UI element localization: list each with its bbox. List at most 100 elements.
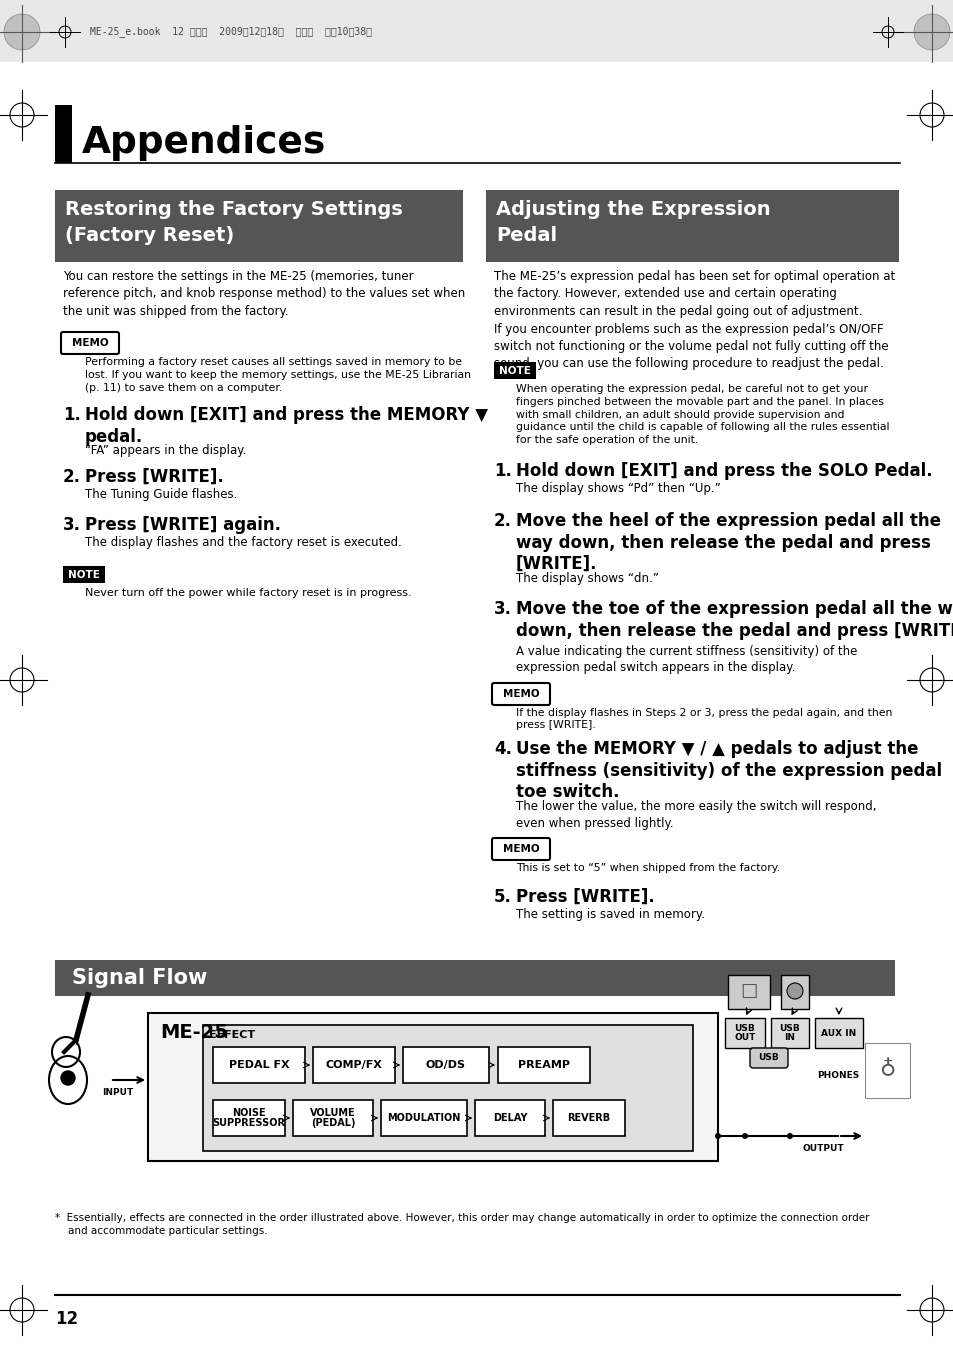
- Circle shape: [913, 14, 949, 50]
- Bar: [864, 1044, 909, 1098]
- Bar: [475, 1100, 544, 1135]
- FancyBboxPatch shape: [492, 683, 550, 705]
- Text: “FA” appears in the display.: “FA” appears in the display.: [85, 444, 246, 458]
- Text: MEMO: MEMO: [71, 338, 109, 348]
- Text: MODULATION: MODULATION: [387, 1112, 460, 1123]
- Text: ♁: ♁: [878, 1060, 894, 1080]
- Text: The display flashes and the factory reset is executed.: The display flashes and the factory rese…: [85, 536, 401, 549]
- Text: Appendices: Appendices: [82, 126, 326, 161]
- Bar: [553, 1100, 624, 1135]
- Bar: [814, 1018, 862, 1048]
- FancyBboxPatch shape: [749, 1048, 787, 1068]
- Text: OUTPUT: OUTPUT: [801, 1143, 842, 1153]
- Text: NOTE: NOTE: [498, 366, 531, 375]
- Circle shape: [4, 14, 40, 50]
- Bar: [213, 1100, 285, 1135]
- Text: Adjusting the Expression: Adjusting the Expression: [496, 200, 770, 219]
- Bar: [55, 105, 71, 163]
- Text: MEMO: MEMO: [502, 688, 538, 699]
- Text: The lower the value, the more easily the switch will respond,
even when pressed : The lower the value, the more easily the…: [516, 801, 876, 829]
- Bar: [497, 1048, 589, 1083]
- Text: Move the heel of the expression pedal all the
way down, then release the pedal a: Move the heel of the expression pedal al…: [516, 512, 940, 572]
- Text: NOISE
SUPPRESSOR: NOISE SUPPRESSOR: [213, 1107, 285, 1129]
- Text: NOTE: NOTE: [68, 570, 100, 579]
- Text: COMP/FX: COMP/FX: [325, 1060, 382, 1071]
- Text: The display shows “Pd” then “Up.”: The display shows “Pd” then “Up.”: [516, 482, 720, 495]
- Circle shape: [741, 1133, 747, 1139]
- Text: You can restore the settings in the ME-25 (memories, tuner
reference pitch, and : You can restore the settings in the ME-2…: [63, 270, 465, 319]
- Text: The setting is saved in memory.: The setting is saved in memory.: [516, 909, 704, 921]
- Text: PREAMP: PREAMP: [517, 1060, 569, 1071]
- Text: Restoring the Factory Settings: Restoring the Factory Settings: [65, 200, 402, 219]
- Text: 5.: 5.: [494, 888, 512, 906]
- Text: The Tuning Guide flashes.: The Tuning Guide flashes.: [85, 487, 237, 501]
- Circle shape: [61, 1071, 75, 1085]
- Text: VOLUME
(PEDAL): VOLUME (PEDAL): [310, 1107, 355, 1129]
- Text: Use the MEMORY ▼ / ▲ pedals to adjust the
stiffness (sensitivity) of the express: Use the MEMORY ▼ / ▲ pedals to adjust th…: [516, 740, 942, 801]
- Text: Move the toe of the expression pedal all the way
down, then release the pedal an: Move the toe of the expression pedal all…: [516, 599, 953, 640]
- Text: INPUT: INPUT: [102, 1088, 133, 1098]
- Text: Press [WRITE] again.: Press [WRITE] again.: [85, 516, 281, 535]
- FancyBboxPatch shape: [61, 332, 119, 354]
- Text: This is set to “5” when shipped from the factory.: This is set to “5” when shipped from the…: [516, 863, 780, 873]
- Bar: [727, 975, 769, 1008]
- Text: When operating the expression pedal, be careful not to get your
fingers pinched : When operating the expression pedal, be …: [516, 383, 888, 446]
- Bar: [148, 1012, 718, 1161]
- Text: DELAY: DELAY: [493, 1112, 527, 1123]
- Text: 1.: 1.: [63, 406, 81, 424]
- Text: PEDAL FX: PEDAL FX: [229, 1060, 289, 1071]
- Bar: [213, 1048, 305, 1083]
- Text: USB
IN: USB IN: [779, 1023, 800, 1042]
- Bar: [293, 1100, 373, 1135]
- Text: Pedal: Pedal: [496, 225, 557, 244]
- Text: Never turn off the power while factory reset is in progress.: Never turn off the power while factory r…: [85, 589, 411, 598]
- Text: *  Essentially, effects are connected in the order illustrated above. However, t: * Essentially, effects are connected in …: [55, 1214, 868, 1237]
- Text: AUX IN: AUX IN: [821, 1029, 856, 1038]
- Text: ME-25: ME-25: [160, 1023, 228, 1042]
- Text: Press [WRITE].: Press [WRITE].: [85, 468, 224, 486]
- Text: ME-25_e.book  12 ページ  2009年12月18日  金曜日  午後10晀38分: ME-25_e.book 12 ページ 2009年12月18日 金曜日 午後10…: [90, 27, 372, 38]
- Text: OD/DS: OD/DS: [426, 1060, 465, 1071]
- Bar: [781, 975, 808, 1008]
- Circle shape: [786, 983, 802, 999]
- Text: ☐: ☐: [740, 983, 757, 1002]
- Circle shape: [786, 1133, 792, 1139]
- Bar: [770, 1018, 808, 1048]
- FancyBboxPatch shape: [492, 838, 550, 860]
- Text: Performing a factory reset causes all settings saved in memory to be
lost. If yo: Performing a factory reset causes all se…: [85, 356, 471, 393]
- Bar: [494, 362, 536, 379]
- Text: 1.: 1.: [494, 462, 512, 481]
- Text: MEMO: MEMO: [502, 844, 538, 855]
- Bar: [203, 1025, 692, 1152]
- Text: If the display flashes in Steps 2 or 3, press the pedal again, and then
press [W: If the display flashes in Steps 2 or 3, …: [516, 707, 891, 730]
- Text: USB
OUT: USB OUT: [734, 1023, 755, 1042]
- Text: 12: 12: [55, 1310, 78, 1328]
- Text: The display shows “dn.”: The display shows “dn.”: [516, 572, 659, 585]
- Text: Signal Flow: Signal Flow: [71, 968, 207, 988]
- Text: (Factory Reset): (Factory Reset): [65, 225, 234, 244]
- Bar: [313, 1048, 395, 1083]
- Bar: [63, 566, 105, 583]
- Text: Hold down [EXIT] and press the MEMORY ▼
pedal.: Hold down [EXIT] and press the MEMORY ▼ …: [85, 406, 488, 446]
- Bar: [0, 0, 953, 62]
- Bar: [485, 190, 898, 262]
- Text: 3.: 3.: [494, 599, 512, 618]
- Text: EFFECT: EFFECT: [209, 1030, 254, 1040]
- Text: Press [WRITE].: Press [WRITE].: [516, 888, 654, 906]
- Text: 2.: 2.: [494, 512, 512, 531]
- Text: 3.: 3.: [63, 516, 81, 535]
- Text: 4.: 4.: [494, 740, 512, 757]
- Text: PHONES: PHONES: [816, 1071, 859, 1080]
- Bar: [380, 1100, 467, 1135]
- Text: USB: USB: [758, 1053, 779, 1062]
- Text: The ME-25’s expression pedal has been set for optimal operation at
the factory. : The ME-25’s expression pedal has been se…: [494, 270, 894, 370]
- Text: REVERB: REVERB: [567, 1112, 610, 1123]
- Text: 2.: 2.: [63, 468, 81, 486]
- Bar: [724, 1018, 764, 1048]
- Text: A value indicating the current stiffness (sensitivity) of the
expression pedal s: A value indicating the current stiffness…: [516, 645, 857, 675]
- Circle shape: [714, 1133, 720, 1139]
- Bar: [55, 190, 462, 262]
- Text: Hold down [EXIT] and press the SOLO Pedal.: Hold down [EXIT] and press the SOLO Peda…: [516, 462, 932, 481]
- Bar: [402, 1048, 489, 1083]
- Bar: [55, 960, 894, 996]
